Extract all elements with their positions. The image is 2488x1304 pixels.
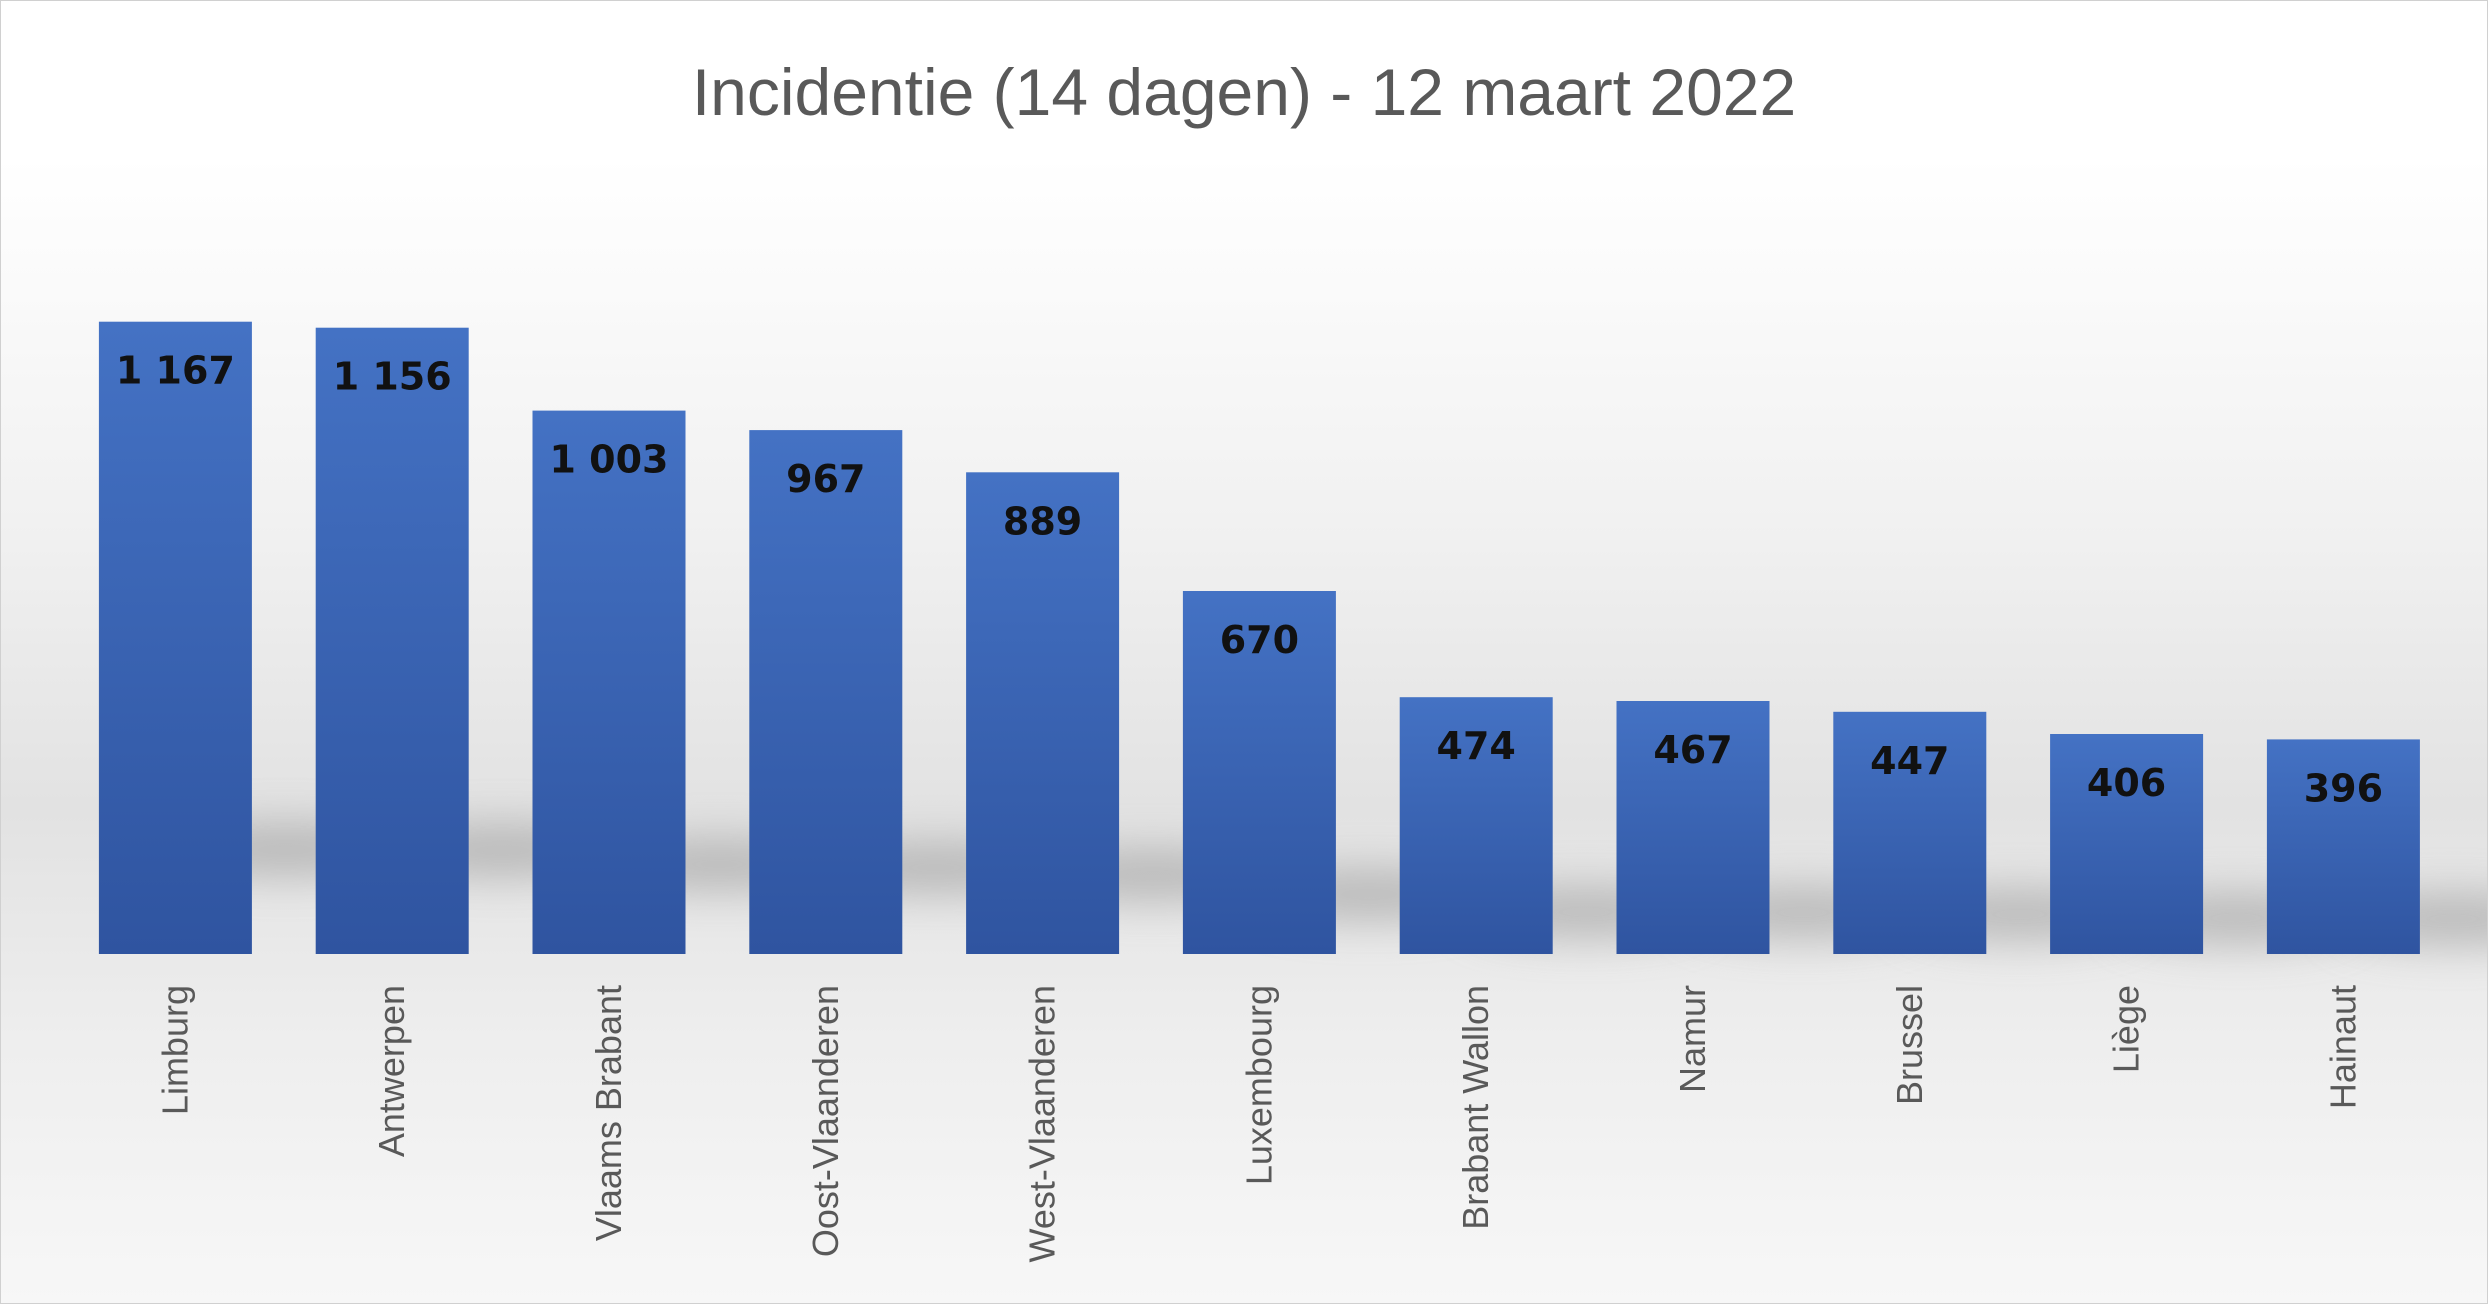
category-label: Brabant Wallon <box>1455 985 1496 1230</box>
bar <box>749 430 903 955</box>
value-label: 1 167 <box>116 349 235 393</box>
value-label: 889 <box>1003 499 1082 543</box>
value-label: 447 <box>1870 739 1949 783</box>
bar <box>1833 711 1987 954</box>
bar <box>2050 734 2204 954</box>
value-label: 1 003 <box>550 438 669 482</box>
bar <box>98 321 252 954</box>
category-label: Luxembourg <box>1238 985 1279 1185</box>
bar <box>315 327 469 954</box>
bar <box>966 472 1120 954</box>
bars <box>98 321 2420 955</box>
category-labels: Limburg Antwerpen Vlaams Brabant Oost-Vlaan… <box>154 985 2363 1263</box>
bar <box>1616 701 1770 954</box>
value-label: 396 <box>2304 766 2383 810</box>
value-label: 406 <box>2087 761 2166 805</box>
value-label: 967 <box>786 457 865 501</box>
category-label: Oost-Vlaanderen <box>805 985 846 1257</box>
category-label: Namur <box>1672 985 1713 1093</box>
chart-title: Incidentie (14 dagen) - 12 maart 2022 <box>692 55 1796 129</box>
bar <box>1182 591 1336 954</box>
bar <box>532 410 686 955</box>
category-label: Antwerpen <box>371 985 412 1157</box>
category-label: Brussel <box>1889 985 1930 1105</box>
value-label: 474 <box>1437 724 1516 768</box>
category-label: Limburg <box>154 985 195 1115</box>
bar <box>1399 697 1553 954</box>
value-label: 1 156 <box>333 355 452 399</box>
category-label: Hainaut <box>2322 985 2363 1109</box>
category-label: West-Vlaanderen <box>1022 985 1063 1263</box>
category-label: Vlaams Brabant <box>588 985 629 1241</box>
value-label: 467 <box>1653 728 1732 772</box>
bar <box>2266 739 2420 954</box>
value-labels: 1 167 1 156 1 003 967 889 670 474 467 447 406 396 <box>116 349 2383 811</box>
value-label: 670 <box>1220 618 1299 662</box>
category-label: Liège <box>2106 985 2147 1073</box>
